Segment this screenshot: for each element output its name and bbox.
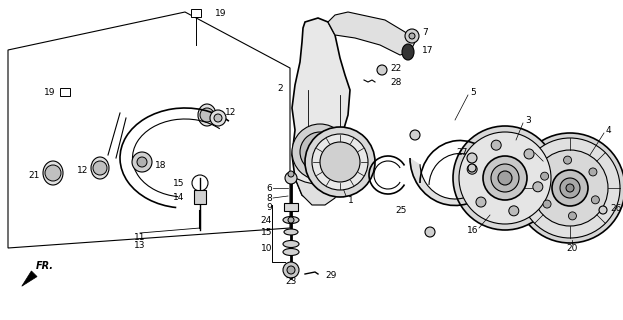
Circle shape <box>589 168 597 176</box>
Polygon shape <box>292 18 350 202</box>
Text: 25: 25 <box>395 205 406 214</box>
Text: 18: 18 <box>155 161 166 170</box>
Circle shape <box>45 165 61 181</box>
Text: 9: 9 <box>266 203 272 212</box>
Circle shape <box>425 227 435 237</box>
Circle shape <box>467 164 477 174</box>
Ellipse shape <box>402 44 414 60</box>
Circle shape <box>210 110 226 126</box>
Circle shape <box>532 150 608 226</box>
Text: 17: 17 <box>422 45 434 54</box>
Circle shape <box>292 124 348 180</box>
Circle shape <box>498 171 512 185</box>
Text: 23: 23 <box>285 277 297 286</box>
Text: 3: 3 <box>525 116 531 124</box>
Circle shape <box>285 172 297 184</box>
Text: 24: 24 <box>261 215 272 225</box>
Polygon shape <box>22 271 37 286</box>
Ellipse shape <box>198 104 216 126</box>
Text: 2: 2 <box>277 84 283 92</box>
Circle shape <box>483 156 527 200</box>
Text: 28: 28 <box>390 77 401 86</box>
Text: 4: 4 <box>606 125 612 134</box>
Circle shape <box>132 152 152 172</box>
Circle shape <box>552 170 588 206</box>
Circle shape <box>476 197 486 207</box>
Circle shape <box>137 157 147 167</box>
Circle shape <box>533 182 543 192</box>
Text: 10: 10 <box>260 244 272 252</box>
Circle shape <box>491 140 501 150</box>
Ellipse shape <box>283 241 299 247</box>
Text: 15: 15 <box>173 179 184 188</box>
Circle shape <box>287 266 295 274</box>
Text: 5: 5 <box>470 87 476 97</box>
Text: 26: 26 <box>610 204 621 212</box>
Circle shape <box>453 126 557 230</box>
Text: 20: 20 <box>566 244 578 252</box>
Bar <box>194 190 206 204</box>
Text: 11: 11 <box>134 233 146 242</box>
Bar <box>191 9 201 17</box>
Circle shape <box>560 178 580 198</box>
Text: 6: 6 <box>266 183 272 193</box>
Circle shape <box>509 206 519 216</box>
Circle shape <box>300 132 340 172</box>
Text: 19: 19 <box>44 87 55 97</box>
Circle shape <box>515 133 623 243</box>
Text: 29: 29 <box>325 270 336 279</box>
Circle shape <box>409 33 415 39</box>
Circle shape <box>93 161 107 175</box>
Text: 8: 8 <box>266 194 272 203</box>
Circle shape <box>377 65 387 75</box>
Text: 27: 27 <box>457 148 468 156</box>
Text: 21: 21 <box>29 171 40 180</box>
Ellipse shape <box>43 161 63 185</box>
Circle shape <box>200 108 214 122</box>
Text: FR.: FR. <box>36 261 54 271</box>
Ellipse shape <box>283 217 299 223</box>
Circle shape <box>410 130 420 140</box>
Circle shape <box>467 153 477 163</box>
Circle shape <box>568 212 576 220</box>
Circle shape <box>459 132 551 224</box>
Circle shape <box>524 149 534 159</box>
Ellipse shape <box>91 157 109 179</box>
Circle shape <box>320 142 360 182</box>
Text: 1: 1 <box>348 196 354 204</box>
Bar <box>60 88 70 96</box>
Ellipse shape <box>284 229 298 235</box>
Circle shape <box>214 114 222 122</box>
Circle shape <box>566 184 574 192</box>
Ellipse shape <box>283 249 299 255</box>
Text: 22: 22 <box>390 63 401 73</box>
Circle shape <box>288 217 294 223</box>
Circle shape <box>468 164 476 172</box>
Circle shape <box>591 196 599 204</box>
Polygon shape <box>410 158 490 205</box>
Circle shape <box>541 172 549 180</box>
Text: 19: 19 <box>215 9 227 18</box>
Text: 13: 13 <box>134 241 146 250</box>
Text: 14: 14 <box>173 193 184 202</box>
Polygon shape <box>328 12 415 55</box>
Circle shape <box>599 206 607 214</box>
Polygon shape <box>295 178 338 205</box>
Text: 15: 15 <box>260 228 272 236</box>
Circle shape <box>283 262 299 278</box>
Text: 16: 16 <box>467 226 478 235</box>
Circle shape <box>564 156 571 164</box>
Text: 12: 12 <box>225 108 236 116</box>
Circle shape <box>312 134 368 190</box>
Circle shape <box>491 164 519 192</box>
Circle shape <box>405 29 419 43</box>
Circle shape <box>305 127 375 197</box>
Circle shape <box>288 171 294 177</box>
Text: 7: 7 <box>422 28 428 36</box>
Circle shape <box>520 138 620 238</box>
Text: 12: 12 <box>77 165 88 174</box>
Bar <box>284 203 298 211</box>
Circle shape <box>543 200 551 208</box>
